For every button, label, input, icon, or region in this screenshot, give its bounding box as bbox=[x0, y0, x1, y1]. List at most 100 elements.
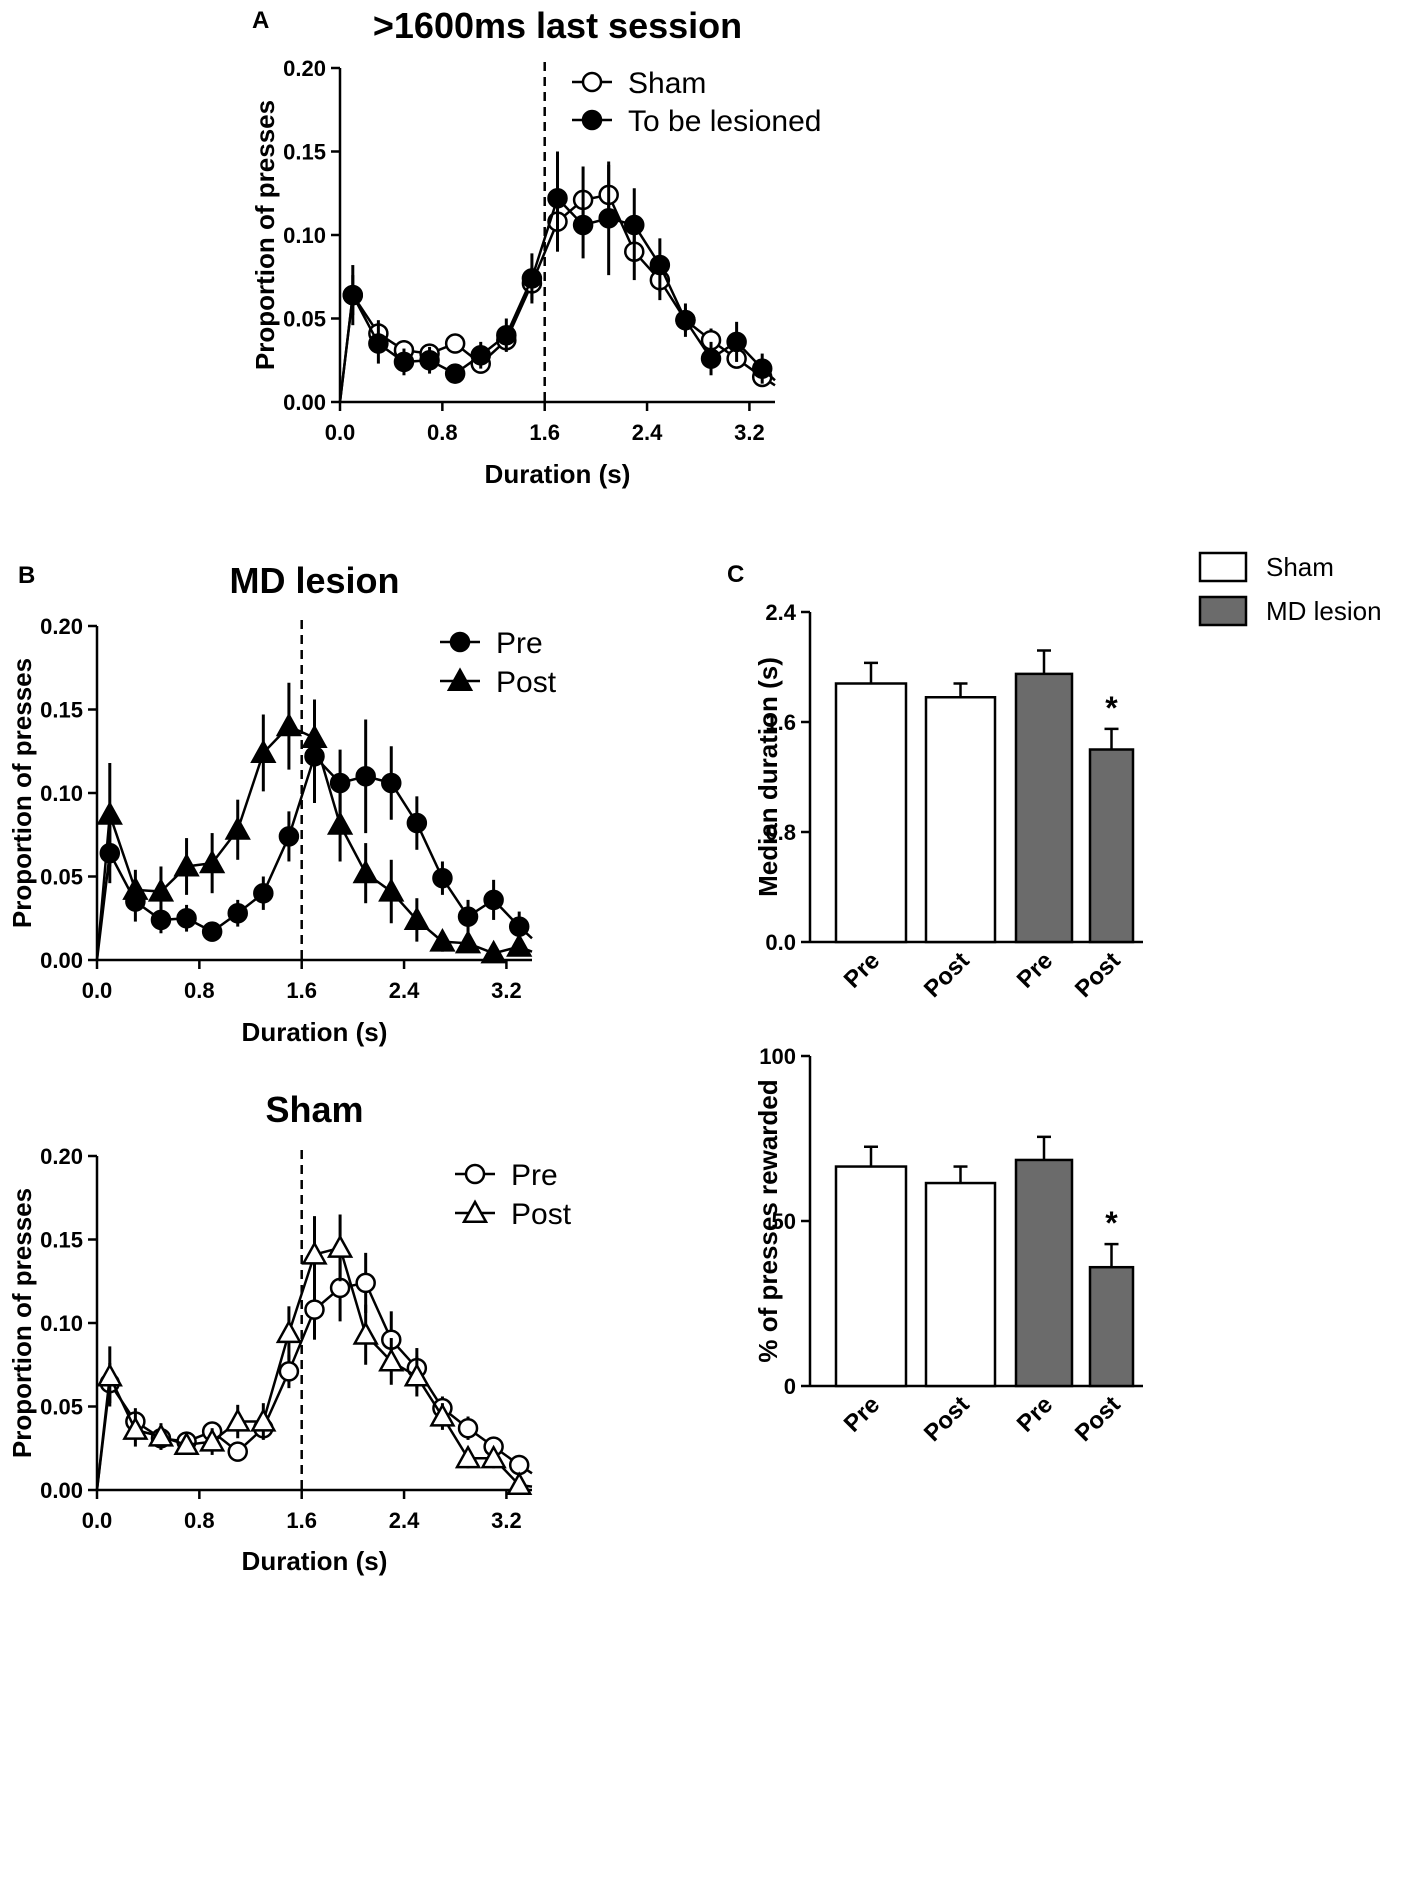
data-point bbox=[700, 348, 722, 369]
data-point bbox=[506, 1471, 533, 1496]
data-point bbox=[393, 351, 415, 373]
x-tick-label: 3.2 bbox=[491, 978, 522, 1003]
data-point bbox=[304, 1299, 325, 1320]
y-tick-label: 0.0 bbox=[765, 930, 796, 955]
bar bbox=[834, 1165, 908, 1388]
chart-title: >1600ms last session bbox=[373, 5, 742, 46]
y-tick-label: 0.10 bbox=[283, 223, 326, 248]
legend-label: Pre bbox=[511, 1159, 558, 1192]
bar bbox=[1014, 1158, 1074, 1388]
legend-label: Sham bbox=[628, 67, 706, 100]
data-point bbox=[173, 852, 200, 877]
data-point bbox=[227, 902, 248, 924]
x-tick-label: 1.6 bbox=[286, 978, 317, 1003]
y-tick-label: 0.00 bbox=[40, 948, 83, 973]
data-point bbox=[429, 928, 456, 952]
legend-marker bbox=[464, 1163, 486, 1185]
legend-label: Post bbox=[511, 1198, 572, 1231]
data-point bbox=[381, 772, 402, 794]
series-post bbox=[95, 682, 533, 964]
data-point bbox=[726, 331, 747, 353]
data-point bbox=[496, 324, 517, 346]
y-tick-label: 0.05 bbox=[40, 1395, 83, 1420]
data-point bbox=[199, 849, 226, 874]
panel-letter: A bbox=[252, 7, 269, 34]
data-point bbox=[122, 876, 149, 900]
y-tick-label: 0.8 bbox=[765, 820, 796, 845]
data-point bbox=[173, 1431, 200, 1455]
category-label: Pre bbox=[1012, 947, 1058, 993]
data-point bbox=[275, 1319, 303, 1344]
category-label: Post bbox=[919, 947, 975, 1003]
chart-c2: 0 50 100 % of presses rewarded Pre Post Pre Pos… bbox=[753, 1044, 1143, 1447]
data-point bbox=[470, 344, 491, 366]
y-tick-label: 0.00 bbox=[283, 390, 326, 415]
category-label: Pre bbox=[839, 947, 885, 993]
y-axis-label: Proportion of presses bbox=[250, 100, 280, 370]
y-tick-label: 50 bbox=[772, 1209, 796, 1234]
x-tick-label: 2.4 bbox=[389, 1508, 420, 1533]
data-point bbox=[506, 933, 533, 957]
data-point bbox=[329, 1277, 351, 1299]
chart-a: A >1600ms last session 0.00 0.05 0.10 0.15 0.2… bbox=[250, 5, 821, 489]
data-point bbox=[301, 1240, 328, 1265]
y-tick-label: 100 bbox=[759, 1044, 796, 1069]
category-label: Post bbox=[1070, 1391, 1126, 1447]
data-point bbox=[224, 816, 251, 840]
data-point bbox=[454, 929, 482, 954]
x-tick-label: 0.0 bbox=[82, 1508, 113, 1533]
data-point bbox=[342, 284, 364, 306]
x-tick-label: 0.8 bbox=[184, 978, 215, 1003]
y-tick-label: 0.20 bbox=[283, 56, 326, 81]
data-point bbox=[419, 350, 440, 371]
data-point bbox=[176, 908, 197, 929]
data-point bbox=[275, 712, 303, 737]
legend-label: MD lesion bbox=[1266, 596, 1382, 626]
data-point bbox=[624, 214, 645, 236]
x-tick-label: 1.6 bbox=[286, 1508, 317, 1533]
data-point bbox=[378, 877, 405, 902]
data-point bbox=[572, 214, 594, 236]
data-point bbox=[521, 268, 543, 289]
chart-b2: Sham 0.00 0.05 0.10 0.15 0.20 0.0 0.8 1.6 2.4 3.2 D… bbox=[7, 1089, 572, 1576]
legend-marker bbox=[461, 1199, 489, 1224]
data-point bbox=[403, 1362, 430, 1387]
legend-marker bbox=[581, 109, 603, 131]
y-tick-label: 0.20 bbox=[40, 614, 83, 639]
category-label: Post bbox=[1070, 947, 1126, 1003]
bar bbox=[834, 682, 908, 944]
legend: Sham MD lesion bbox=[1198, 551, 1382, 627]
series-post bbox=[95, 1214, 533, 1496]
panel-letter: C bbox=[727, 561, 744, 588]
data-point bbox=[508, 916, 530, 937]
data-point bbox=[352, 859, 379, 884]
data-point bbox=[547, 188, 568, 209]
data-point bbox=[649, 254, 671, 276]
data-point bbox=[598, 208, 619, 229]
chart-title: MD lesion bbox=[229, 560, 399, 601]
data-point bbox=[403, 906, 430, 930]
series-pre bbox=[95, 709, 533, 961]
data-point bbox=[147, 1422, 175, 1447]
x-tick-label: 0.8 bbox=[184, 1508, 215, 1533]
x-tick-label: 0.8 bbox=[427, 420, 458, 445]
x-axis-label: Duration (s) bbox=[242, 1546, 388, 1576]
series-to-be-lesioned bbox=[338, 151, 776, 403]
x-tick-label: 2.4 bbox=[632, 420, 663, 445]
y-tick-label: 1.6 bbox=[765, 710, 796, 735]
legend-marker bbox=[449, 631, 471, 653]
legend: Pre Post bbox=[440, 627, 557, 699]
legend: Pre Post bbox=[455, 1159, 572, 1231]
x-axis-label: Duration (s) bbox=[485, 459, 631, 489]
x-axis-label: Duration (s) bbox=[242, 1017, 388, 1047]
data-point bbox=[483, 889, 504, 911]
data-point bbox=[147, 877, 175, 902]
x-tick-label: 0.0 bbox=[325, 420, 356, 445]
data-point bbox=[326, 811, 354, 835]
chart-title: Sham bbox=[265, 1089, 363, 1130]
category-label: Pre bbox=[839, 1391, 885, 1437]
y-axis-label: Proportion of presses bbox=[7, 658, 37, 928]
legend-swatch bbox=[1198, 595, 1248, 627]
data-point bbox=[508, 1454, 530, 1476]
data-point bbox=[751, 358, 773, 379]
